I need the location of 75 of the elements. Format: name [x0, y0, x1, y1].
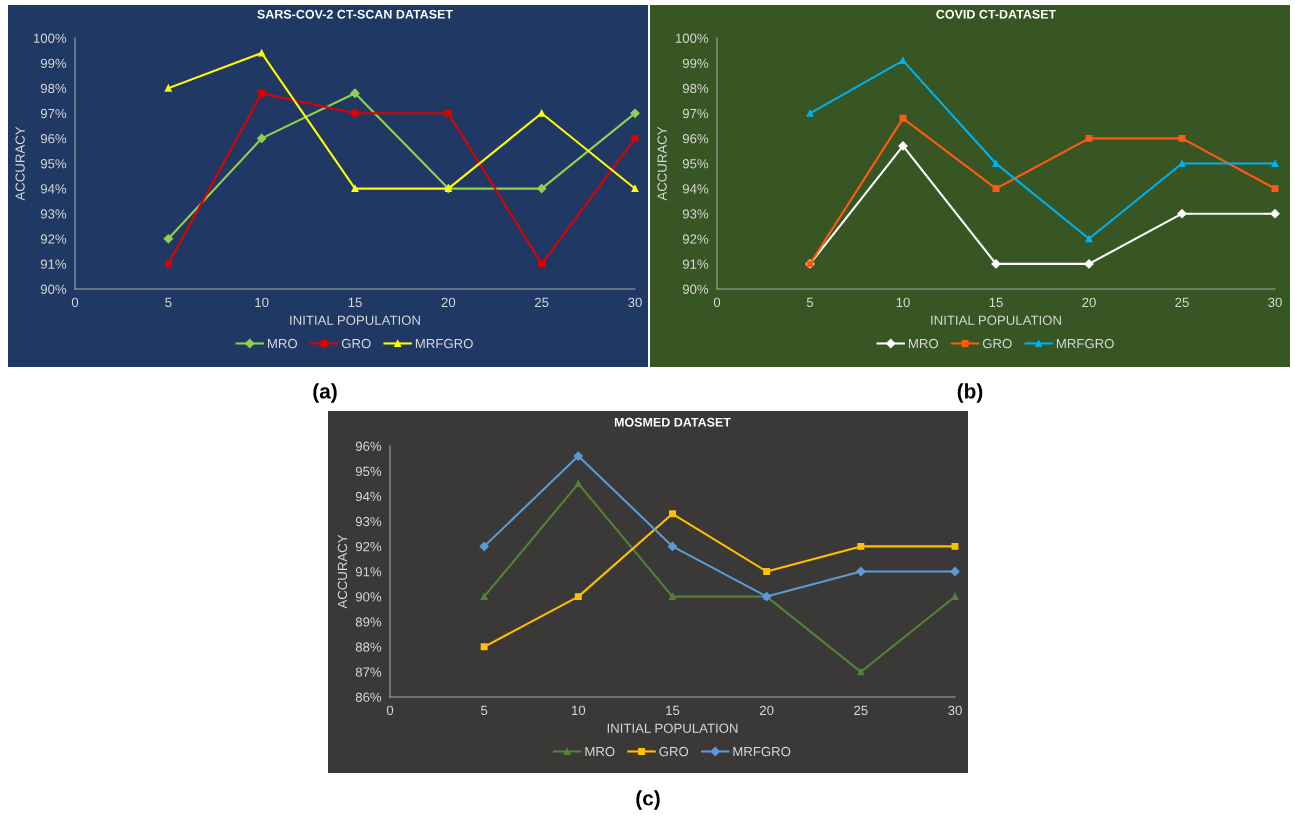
chart-title: MOSMED DATASET: [614, 417, 731, 427]
x-axis-title: INITIAL POPULATION: [607, 723, 738, 733]
y-tick-label: 94%: [40, 184, 67, 194]
y-tick-label: 93%: [682, 209, 709, 219]
legend-label: GRO: [982, 338, 1012, 349]
y-tick-label: 95%: [40, 159, 67, 169]
x-tick-label: 10: [572, 705, 586, 716]
y-tick-label: 99%: [40, 58, 67, 69]
x-tick-label: 15: [989, 297, 1003, 308]
chart-title: COVID CT-DATASET: [936, 9, 1057, 19]
y-tick-label: 88%: [355, 642, 382, 652]
x-tick-label: 0: [713, 297, 721, 308]
legend-label: MRO: [908, 338, 939, 349]
x-tick-label: 15: [348, 297, 362, 308]
legend-label: MRFGRO: [1056, 338, 1114, 349]
x-tick-label: 0: [386, 705, 394, 716]
y-tick-label: 90%: [682, 284, 709, 294]
legend-label: MRO: [585, 746, 615, 757]
x-tick-label: 30: [948, 705, 962, 716]
x-tick-label: 30: [628, 297, 642, 308]
y-tick-label: 95%: [682, 159, 709, 169]
x-tick-label: 5: [165, 297, 172, 308]
x-tick-label: 25: [1175, 297, 1189, 308]
y-tick-label: 91%: [355, 567, 382, 577]
y-axis-title: ACCURACY: [657, 126, 667, 201]
y-tick-label: 92%: [355, 541, 382, 552]
y-tick-label: 98%: [40, 83, 67, 94]
y-tick-label: 97%: [682, 108, 709, 119]
y-tick-label: 98%: [682, 83, 709, 94]
y-tick-label: 91%: [682, 259, 709, 269]
legend-label: MRFGRO: [415, 338, 473, 349]
y-tick-label: 90%: [40, 284, 67, 294]
legend-label: GRO: [341, 338, 371, 349]
y-tick-label: 93%: [40, 209, 67, 219]
x-tick-label: 20: [1082, 297, 1096, 308]
x-tick-label: 5: [806, 297, 814, 308]
y-tick-label: 95%: [355, 466, 382, 477]
x-tick-label: 30: [1268, 297, 1282, 308]
y-tick-label: 91%: [40, 259, 67, 269]
y-tick-label: 89%: [355, 617, 382, 627]
y-tick-label: 99%: [682, 58, 709, 69]
legend-label: MRO: [267, 338, 298, 349]
y-tick-label: 100%: [675, 33, 709, 43]
y-tick-label: 100%: [33, 33, 67, 43]
y-tick-label: 96%: [682, 133, 709, 144]
y-tick-label: 92%: [40, 234, 67, 244]
y-tick-label: 87%: [355, 667, 382, 677]
y-axis-title: ACCURACY: [337, 534, 348, 609]
legend-label: MRFGRO: [733, 746, 791, 757]
x-tick-label: 10: [896, 297, 910, 308]
x-tick-label: 25: [854, 705, 868, 716]
text: (a): [313, 383, 337, 403]
x-axis-title: INITIAL POPULATION: [290, 315, 420, 325]
x-tick-label: 20: [759, 705, 774, 716]
y-tick-label: 96%: [355, 441, 382, 451]
x-tick-label: 10: [255, 297, 269, 308]
text: (b): [957, 383, 983, 403]
x-tick-label: 20: [441, 297, 456, 308]
y-tick-label: 94%: [682, 184, 709, 194]
legend-label: GRO: [659, 746, 689, 757]
chart-title: SARS-COV-2 CT-SCAN DATASET: [257, 9, 453, 19]
y-tick-label: 97%: [40, 108, 67, 119]
y-tick-label: 96%: [40, 133, 67, 144]
text: (c): [636, 790, 660, 810]
x-tick-label: 15: [666, 705, 680, 716]
y-tick-label: 93%: [355, 516, 382, 527]
y-tick-label: 90%: [355, 592, 382, 602]
y-axis-title: ACCURACY: [15, 126, 25, 201]
x-tick-label: 0: [71, 297, 79, 308]
y-tick-label: 86%: [355, 692, 382, 702]
x-tick-label: 5: [481, 705, 488, 716]
x-axis-title: INITIAL POPULATION: [931, 315, 1061, 325]
x-tick-label: 25: [534, 297, 549, 308]
y-tick-label: 94%: [355, 491, 382, 502]
y-tick-label: 92%: [682, 234, 709, 244]
